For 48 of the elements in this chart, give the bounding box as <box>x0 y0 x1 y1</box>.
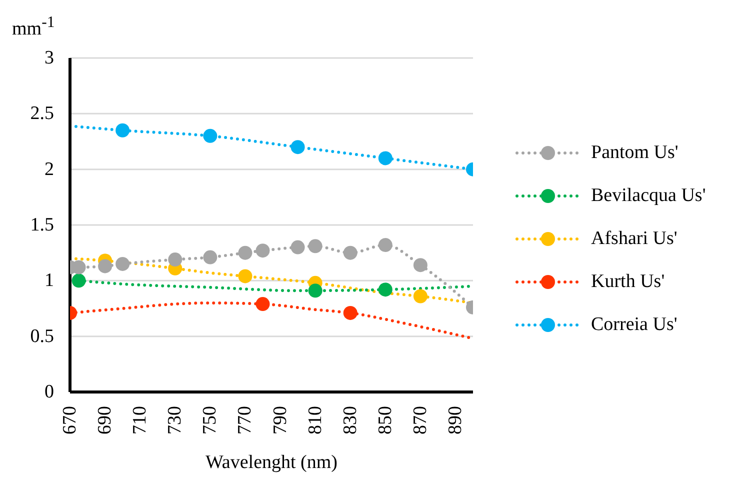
y-tick-label: 2 <box>44 158 54 180</box>
point <box>378 151 392 166</box>
point <box>238 269 252 284</box>
x-tick-label: 850 <box>374 406 396 434</box>
point <box>308 284 322 298</box>
x-tick-label: 790 <box>270 406 291 434</box>
point <box>256 297 270 312</box>
x-tick-label: 670 <box>60 406 80 434</box>
y-tick-label: 2.5 <box>30 103 54 124</box>
point <box>116 256 130 271</box>
x-tick-label: 830 <box>340 406 361 434</box>
point <box>290 240 305 254</box>
point <box>413 289 428 304</box>
x-tick-label: 890 <box>444 406 466 434</box>
x-tick-label: 770 <box>234 406 256 434</box>
x-tick-label: 810 <box>304 406 326 434</box>
point <box>203 128 218 143</box>
y-tick-label: 1.5 <box>30 214 54 236</box>
point <box>378 238 392 252</box>
point <box>203 250 218 264</box>
y-tick-label: 3 <box>44 48 54 68</box>
point <box>72 274 86 288</box>
legend-label: Afshari Us' <box>591 228 678 250</box>
point <box>238 246 252 260</box>
point <box>343 306 358 320</box>
y-tick-label: 0 <box>44 382 54 402</box>
point <box>378 282 392 297</box>
point <box>290 140 305 154</box>
point <box>343 246 358 260</box>
x-tick-label: 730 <box>164 406 186 434</box>
point <box>116 123 130 138</box>
legend-label: Pantom Us' <box>591 142 678 164</box>
x-tick-label: 750 <box>200 406 221 434</box>
point <box>256 244 270 258</box>
y-tick-label: 0.5 <box>30 326 54 347</box>
legend-label: Bevilacqua Us' <box>591 184 706 206</box>
x-tick-label: 690 <box>94 406 116 434</box>
x-axis-title: Wavelenght (nm) <box>206 452 338 473</box>
point <box>308 239 322 254</box>
y-tick-label: 1 <box>44 270 54 292</box>
point <box>98 259 112 274</box>
point <box>168 252 182 267</box>
point <box>413 258 428 272</box>
y-axis-title: mm$^{-1}$ <box>12 14 55 40</box>
legend-label: Correia Us' <box>591 314 678 336</box>
x-tick-label: 710 <box>130 406 151 434</box>
x-tick-label: 870 <box>410 406 431 434</box>
legend-label: Kurth Us' <box>591 270 665 292</box>
